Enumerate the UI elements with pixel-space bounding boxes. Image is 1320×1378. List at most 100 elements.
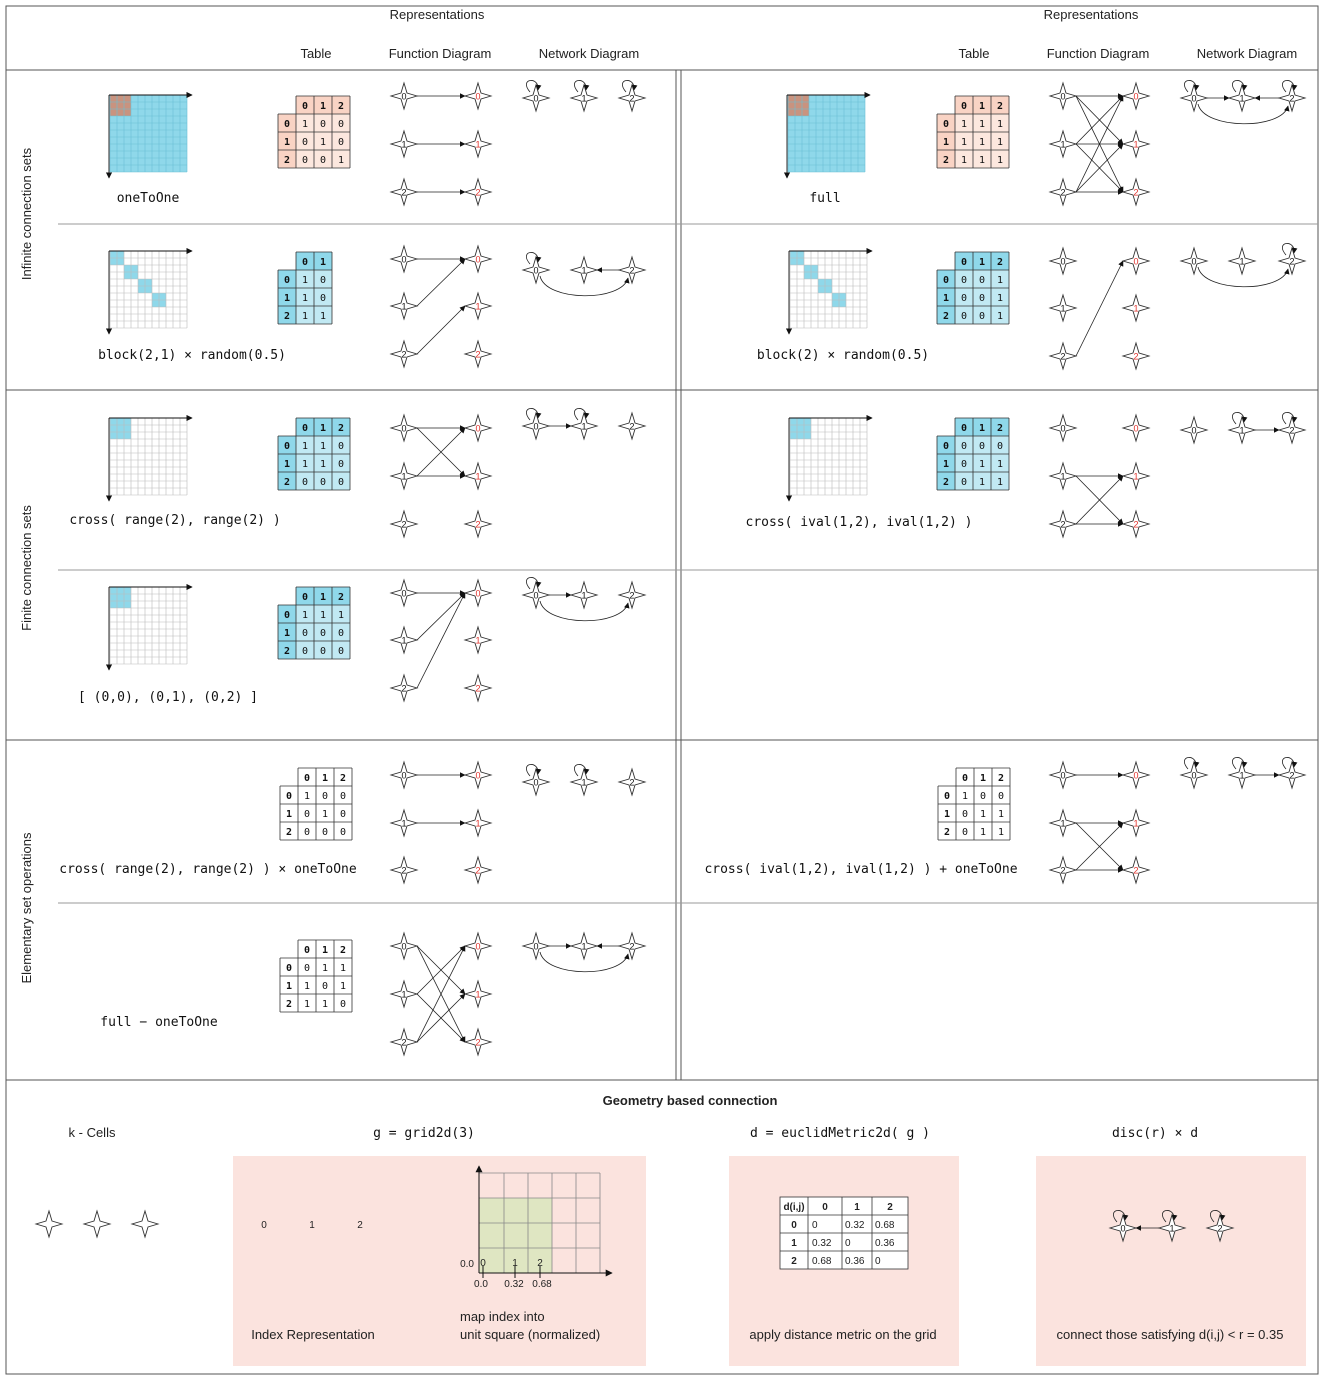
table-cell: 0 [304, 827, 310, 838]
metric-table: d(i,j) 0 1 2 0 1 2 0 0.32 0.68 0.32 0 0.… [779, 1196, 909, 1270]
table-cell: 1 [302, 311, 308, 322]
node-label: 0 [475, 589, 480, 599]
function-source-node: 1 [389, 291, 419, 321]
table-col-header: 1 [979, 101, 985, 112]
table-cell: 1 [322, 809, 328, 820]
table-col-header: 0 [302, 423, 308, 434]
network-node: 1 [569, 767, 599, 797]
node-label: 2 [401, 866, 406, 876]
table-row-header: 1 [943, 293, 949, 304]
table-cell: 0 [998, 791, 1004, 802]
node-label: 0 [475, 92, 480, 102]
table-cell: 0 [340, 827, 346, 838]
node-label: 1 [1060, 304, 1065, 314]
node-label: 2 [1289, 771, 1294, 781]
metric-cell: 0.32 [812, 1238, 832, 1249]
table-cell: 0 [338, 441, 344, 452]
function-source-node: 2 [1048, 855, 1078, 885]
metric-col-0: 0 [822, 1202, 828, 1213]
node-label: 2 [475, 520, 480, 530]
table-col-header: 0 [961, 423, 967, 434]
network-node: 0 [521, 255, 551, 285]
plot-x-tick-0: 0.0 [474, 1279, 488, 1290]
network-self-loop [526, 252, 542, 265]
node-label: 0 [533, 591, 538, 601]
function-target-node: 1 [1121, 293, 1151, 323]
caption-crossRangeOne: cross( range(2), range(2) ) × oneToOne [59, 862, 357, 877]
table-cell: 1 [302, 275, 308, 286]
node-label: 0 [475, 424, 480, 434]
network-self-loop [1184, 757, 1200, 770]
index-label-1: 1 [309, 1220, 315, 1231]
node-label: 0 [533, 942, 538, 952]
function-source-node: 1 [389, 808, 419, 838]
network-self-loop [1113, 1210, 1129, 1223]
function-source-node: 1 [1048, 808, 1078, 838]
network-node: 2 [1277, 83, 1307, 113]
function-source-node: 0 [389, 578, 419, 608]
network-curved-edge [539, 275, 630, 297]
kcells-label: k - Cells [69, 1125, 116, 1140]
grid-crossRange [105, 414, 193, 502]
table-row-header: 2 [943, 311, 949, 322]
function-source-node: 1 [1048, 129, 1078, 159]
table-cell: 0 [320, 155, 326, 166]
node-label: 2 [629, 591, 634, 601]
network-node: 2 [1205, 1213, 1235, 1243]
table-cell: 1 [338, 155, 344, 166]
index-label-0: 0 [261, 1220, 267, 1231]
node-label: 1 [475, 990, 480, 1000]
table-cell: 1 [997, 293, 1003, 304]
network-node: 2 [1277, 760, 1307, 790]
function-source-node: 0 [389, 244, 419, 274]
table-cell: 0 [340, 809, 346, 820]
function-source-node: 1 [389, 129, 419, 159]
plot-point-0: 0 [480, 1258, 486, 1269]
node-label: 0 [533, 94, 538, 104]
table-col-header: 0 [302, 592, 308, 603]
function-target-node: 1 [1121, 129, 1151, 159]
table-cell: 0 [338, 459, 344, 470]
function-target-node: 1 [463, 129, 493, 159]
network-curved-edge [1197, 266, 1290, 288]
node-label: 0 [1133, 771, 1138, 781]
table-cell: 0 [338, 137, 344, 148]
table-col-header: 1 [322, 945, 328, 956]
table-cell: 0 [961, 311, 967, 322]
network-self-loop [1232, 412, 1248, 425]
caption-fullMinus: full − oneToOne [100, 1015, 218, 1030]
node-label: 1 [581, 591, 586, 601]
node-label: 2 [1060, 188, 1065, 198]
disc-caption: connect those satisfying d(i,j) < r = 0.… [1057, 1327, 1284, 1342]
node-label: 0 [1060, 771, 1065, 781]
node-label: 2 [401, 520, 406, 530]
function-arrow [416, 945, 466, 995]
network-node: 1 [569, 411, 599, 441]
network-node: 0 [521, 931, 551, 961]
table-cell: 1 [302, 119, 308, 130]
network-node: 1 [569, 580, 599, 610]
function-target-node: 0 [1121, 413, 1151, 443]
function-source-node: 2 [1048, 509, 1078, 539]
table-cell: 0 [338, 119, 344, 130]
node-label: 1 [1239, 257, 1244, 267]
node-label: 1 [1060, 819, 1065, 829]
node-label: 0 [401, 424, 406, 434]
metric-caption: apply distance metric on the grid [749, 1327, 936, 1342]
plot-x-tick-2: 0.68 [532, 1279, 552, 1290]
network-node: 1 [569, 931, 599, 961]
table-cell: 1 [302, 459, 308, 470]
metric-corner: d(i,j) [783, 1202, 804, 1213]
function-source-node: 1 [389, 625, 419, 655]
node-label: 2 [475, 684, 480, 694]
table-cell: 0 [302, 628, 308, 639]
network-self-loop [1162, 1210, 1178, 1223]
table-col-header: 0 [961, 101, 967, 112]
table-cell: 0 [320, 293, 326, 304]
table-cell: 0 [997, 441, 1003, 452]
frame [5, 5, 1319, 1375]
node-label: 0 [401, 942, 406, 952]
function-source-node: 0 [389, 760, 419, 790]
metric-row-0: 0 [791, 1220, 797, 1231]
node-label: 0 [533, 422, 538, 432]
